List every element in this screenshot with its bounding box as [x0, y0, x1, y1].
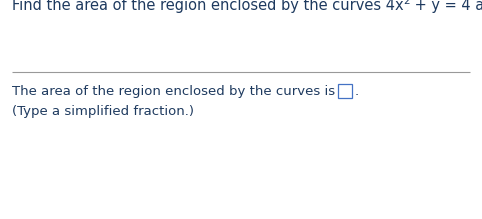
Text: .: .	[354, 85, 358, 98]
Text: + y = 4 and x: + y = 4 and x	[410, 0, 482, 13]
Text: 2: 2	[403, 0, 410, 6]
Text: Find the area of the region enclosed by the curves 4x: Find the area of the region enclosed by …	[12, 0, 403, 13]
FancyBboxPatch shape	[338, 84, 352, 98]
Text: The area of the region enclosed by the curves is: The area of the region enclosed by the c…	[12, 85, 335, 98]
Text: (Type a simplified fraction.): (Type a simplified fraction.)	[12, 105, 194, 118]
